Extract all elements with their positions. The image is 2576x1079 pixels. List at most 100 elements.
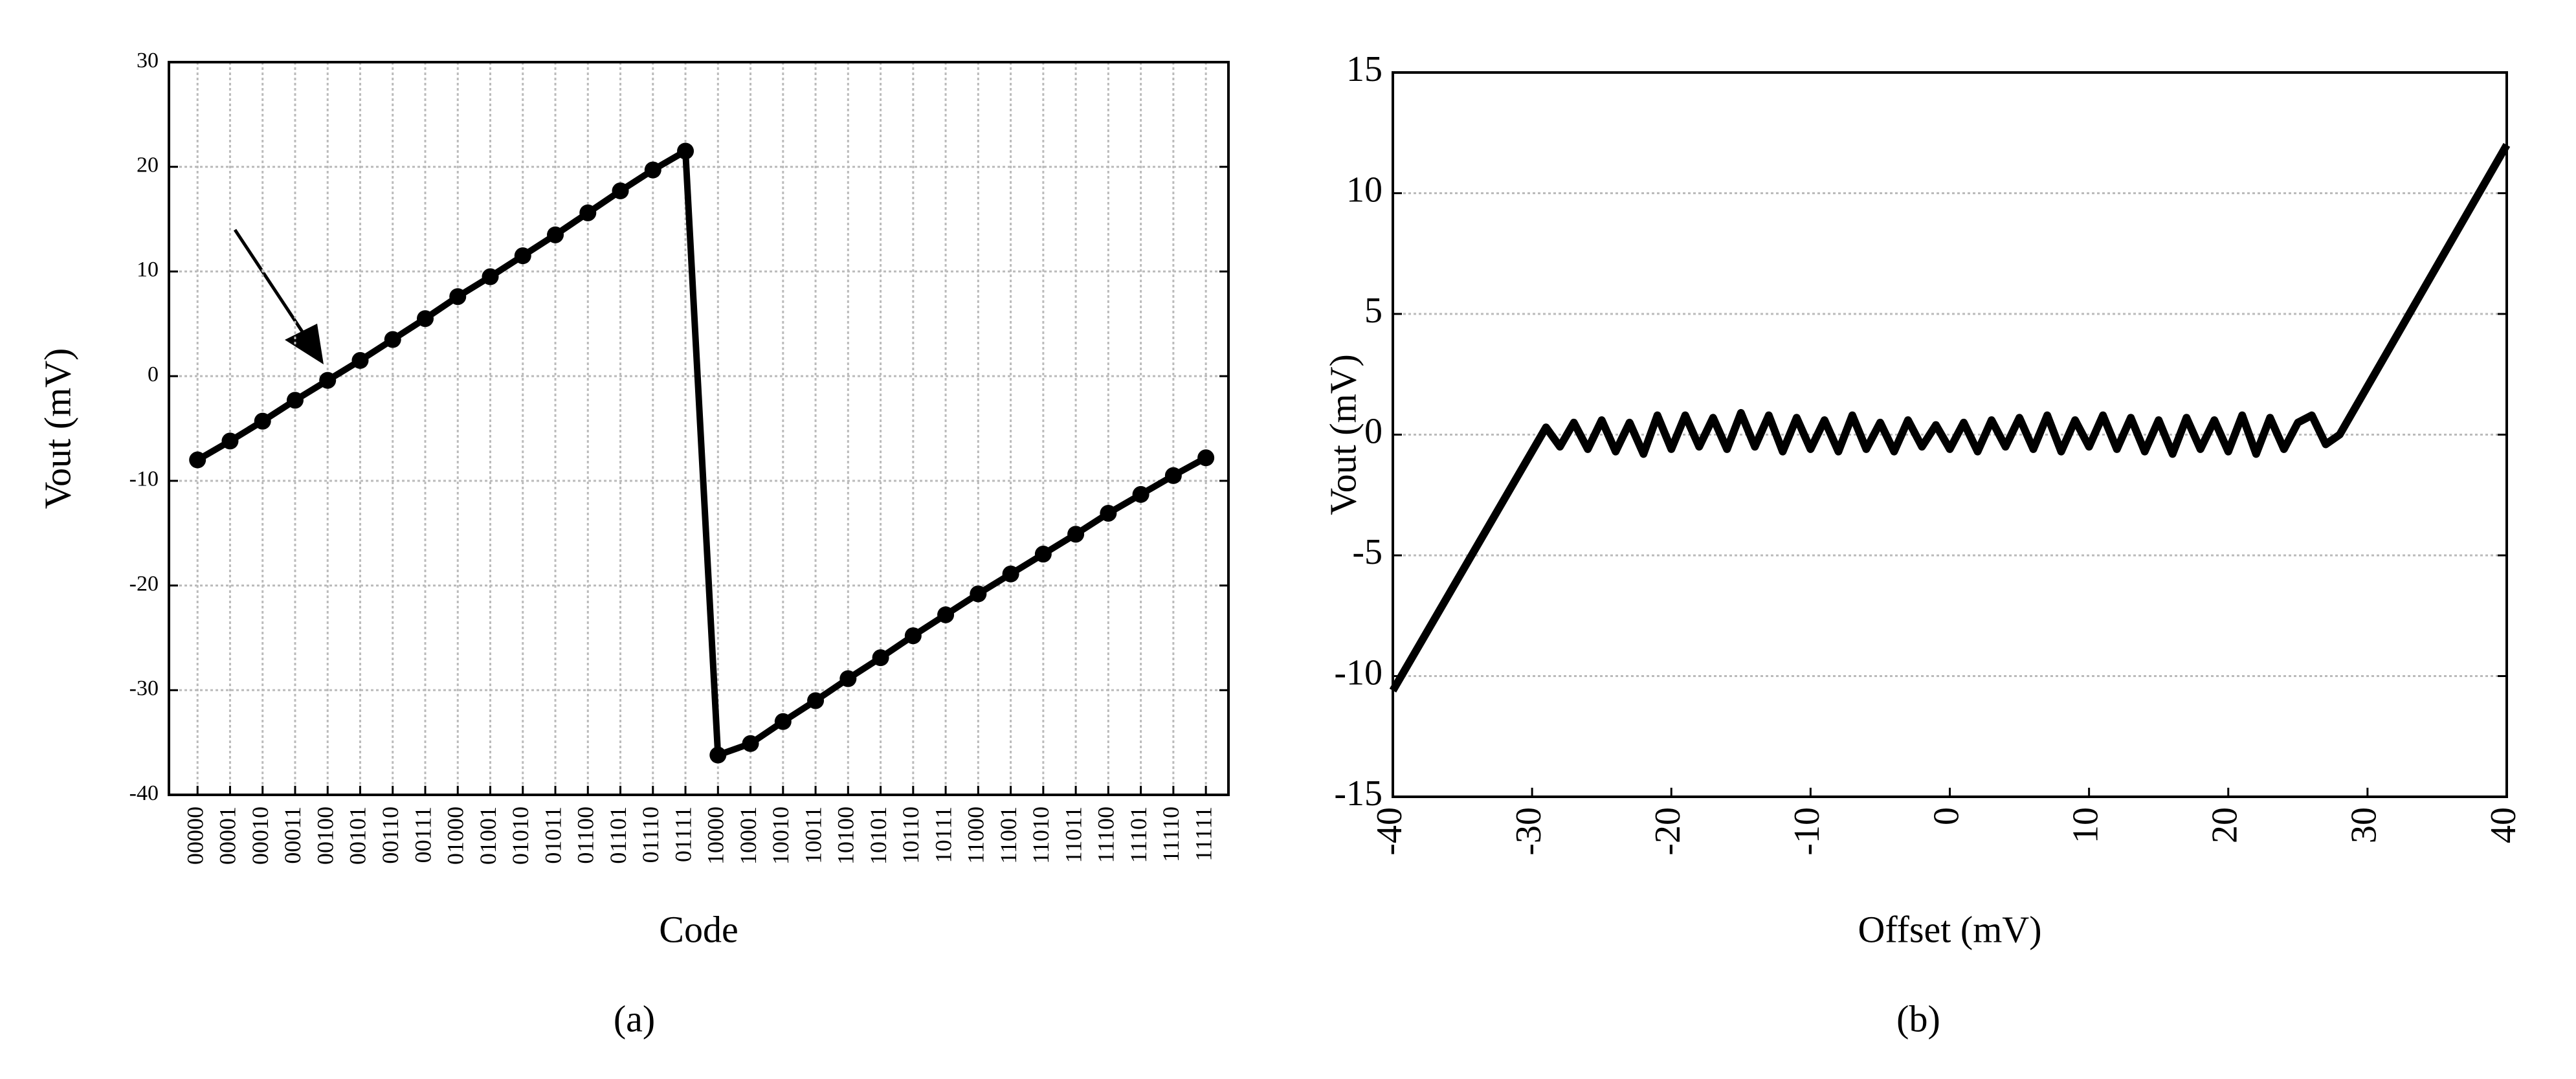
y-tick-label: 10 (137, 258, 159, 282)
data-marker (612, 182, 629, 199)
data-marker (351, 351, 369, 369)
x-tick-label: 10011 (800, 806, 826, 864)
y-tick-label: -20 (129, 572, 159, 595)
x-axis-title: Offset (mV) (1858, 908, 2041, 950)
x-tick-label: 10001 (735, 806, 761, 865)
y-tick-label: 15 (1346, 49, 1382, 89)
x-tick-label: 40 (2483, 807, 2524, 843)
y-tick-label: -30 (129, 676, 159, 700)
y-tick-label: -5 (1352, 532, 1382, 572)
data-marker (579, 204, 597, 221)
x-tick-label: 11101 (1126, 806, 1151, 863)
x-tick-label: 01110 (638, 806, 663, 863)
data-marker (970, 585, 987, 603)
y-tick-label: -15 (1334, 773, 1382, 814)
x-tick-label: 00000 (182, 806, 208, 865)
data-marker (547, 226, 564, 243)
y-tick-label: 30 (137, 49, 159, 72)
y-tick-label: 0 (148, 362, 159, 386)
data-marker (221, 432, 239, 450)
data-marker (1034, 546, 1052, 563)
data-marker (839, 670, 857, 687)
data-marker (644, 161, 661, 179)
x-tick-label: 01100 (573, 806, 599, 864)
y-tick-label: -40 (129, 781, 159, 805)
x-tick-label: 01001 (475, 806, 501, 865)
x-tick-label: 11000 (963, 806, 989, 864)
x-tick-label: 01101 (605, 806, 631, 864)
x-tick-label: 0 (1926, 807, 1966, 825)
x-tick-label: 10000 (703, 806, 729, 865)
x-tick-label: 01011 (540, 806, 566, 864)
x-tick-label: 01000 (443, 806, 469, 865)
data-marker (807, 692, 825, 709)
x-tick-label: 00100 (312, 806, 338, 865)
data-marker (416, 310, 434, 328)
x-tick-label: 11011 (1060, 806, 1086, 863)
data-marker (189, 451, 206, 469)
y-tick-label: 0 (1364, 411, 1382, 451)
data-marker (677, 142, 694, 160)
x-tick-label: 10110 (898, 806, 924, 864)
x-tick-label: 10 (2065, 807, 2105, 843)
x-tick-label: -40 (1370, 807, 1410, 856)
data-marker (1132, 485, 1149, 503)
x-tick-label: 10010 (768, 806, 794, 865)
x-tick-label: 00011 (280, 806, 305, 864)
x-tick-label: 01010 (507, 806, 533, 865)
caption: (a) (614, 997, 655, 1040)
plot-frame (1392, 71, 2508, 798)
y-tick-label: 5 (1364, 291, 1382, 331)
x-tick-label: 00001 (215, 806, 241, 865)
data-marker (742, 735, 759, 752)
caption: (b) (1896, 997, 1940, 1040)
data-marker (872, 649, 889, 667)
data-marker (774, 713, 792, 730)
arrow-shaft (233, 228, 313, 346)
data-line (1389, 142, 2511, 693)
data-marker (1067, 526, 1085, 543)
data-marker (1164, 467, 1182, 484)
arrow-head (285, 324, 324, 364)
data-marker (1197, 449, 1215, 467)
data-marker (709, 746, 727, 764)
y-axis-title: Vout (mV) (36, 348, 78, 509)
x-tick-label: 11110 (1158, 806, 1184, 862)
data-marker (1002, 565, 1019, 583)
y-tick-label: 20 (137, 153, 159, 177)
x-tick-label: 00010 (247, 806, 273, 865)
data-marker (1100, 504, 1117, 522)
x-tick-label: 00110 (377, 806, 403, 864)
x-tick-label: -30 (1509, 807, 1549, 856)
x-tick-label: -10 (1787, 807, 1827, 856)
x-tick-label: 11100 (1093, 806, 1119, 863)
y-tick-label: -10 (129, 467, 159, 491)
x-tick-label: 10101 (865, 806, 891, 865)
data-marker (384, 331, 401, 348)
data-marker (904, 627, 922, 645)
x-tick-label: 00111 (410, 806, 436, 863)
x-tick-label: 10100 (833, 806, 859, 865)
x-tick-label: 30 (2344, 807, 2384, 843)
x-tick-label: -20 (1648, 807, 1688, 856)
arrow-annotation (233, 228, 324, 364)
y-tick-label: 10 (1346, 170, 1382, 210)
x-tick-label: 20 (2205, 807, 2245, 843)
data-marker (937, 606, 955, 623)
x-tick-label: 11111 (1190, 806, 1216, 862)
x-tick-label: 10111 (930, 806, 956, 863)
data-marker (449, 288, 467, 306)
data-marker (482, 268, 499, 285)
plot-frame (168, 61, 1230, 796)
x-tick-label: 11010 (1028, 806, 1054, 864)
data-marker (319, 372, 337, 389)
data-marker (286, 392, 304, 409)
x-tick-label: 11001 (995, 806, 1021, 864)
data-marker (514, 247, 531, 265)
y-tick-label: -10 (1334, 652, 1382, 693)
x-axis-title: Code (659, 908, 738, 950)
data-marker (254, 412, 271, 430)
y-axis-title: Vout (mV) (1322, 354, 1364, 515)
